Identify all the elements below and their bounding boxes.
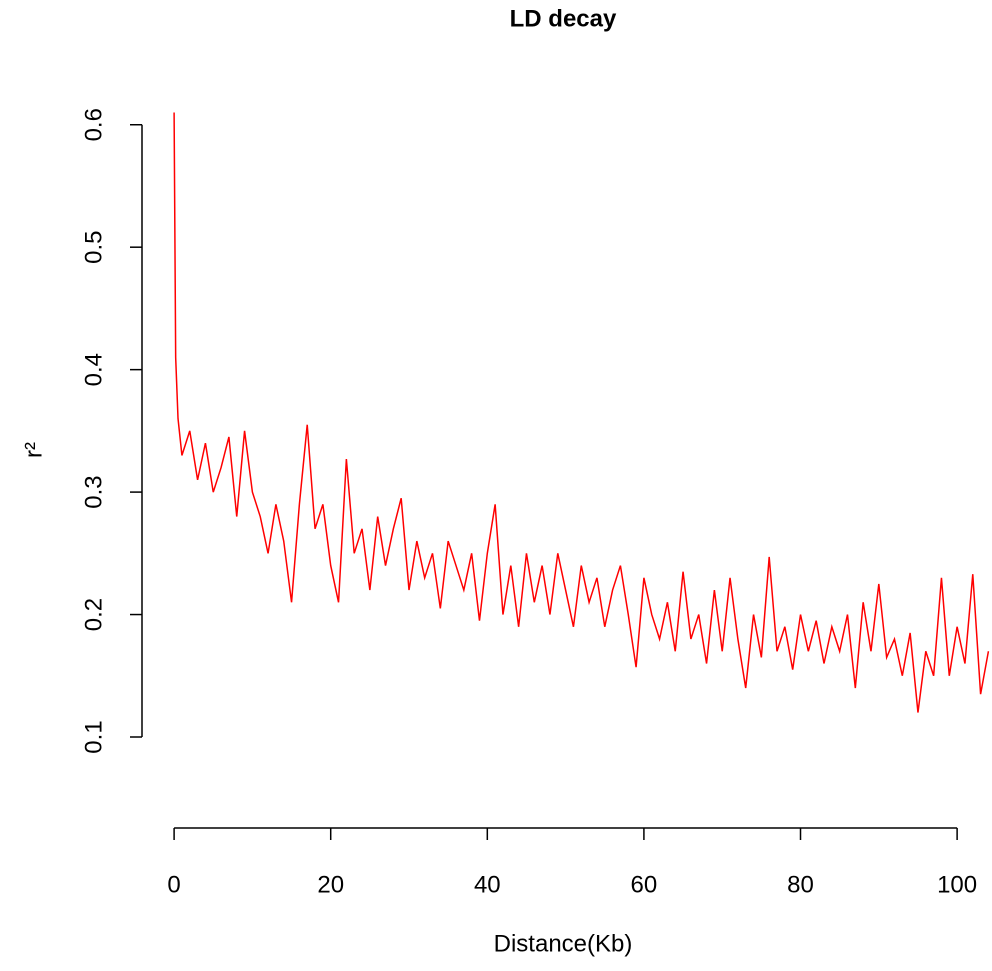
data-line — [173, 112, 990, 713]
y-tick-label: 0.3 — [80, 475, 107, 508]
y-tick-label: 0.6 — [80, 108, 107, 141]
y-tick-label: 0.4 — [80, 353, 107, 386]
x-axis-label: Distance(Kb) — [494, 930, 633, 957]
x-tick-label: 60 — [631, 871, 658, 898]
y-tick-label: 0.2 — [80, 598, 107, 631]
chart-title: LD decay — [510, 5, 617, 32]
x-tick-label: 40 — [474, 871, 501, 898]
x-tick-label: 100 — [937, 871, 977, 898]
x-tick-label: 80 — [787, 871, 814, 898]
y-axis-label: r² — [20, 442, 47, 458]
x-tick-label: 20 — [317, 871, 344, 898]
y-tick-label: 0.5 — [80, 231, 107, 264]
y-tick-label: 0.1 — [80, 720, 107, 753]
x-tick-label: 0 — [167, 871, 180, 898]
